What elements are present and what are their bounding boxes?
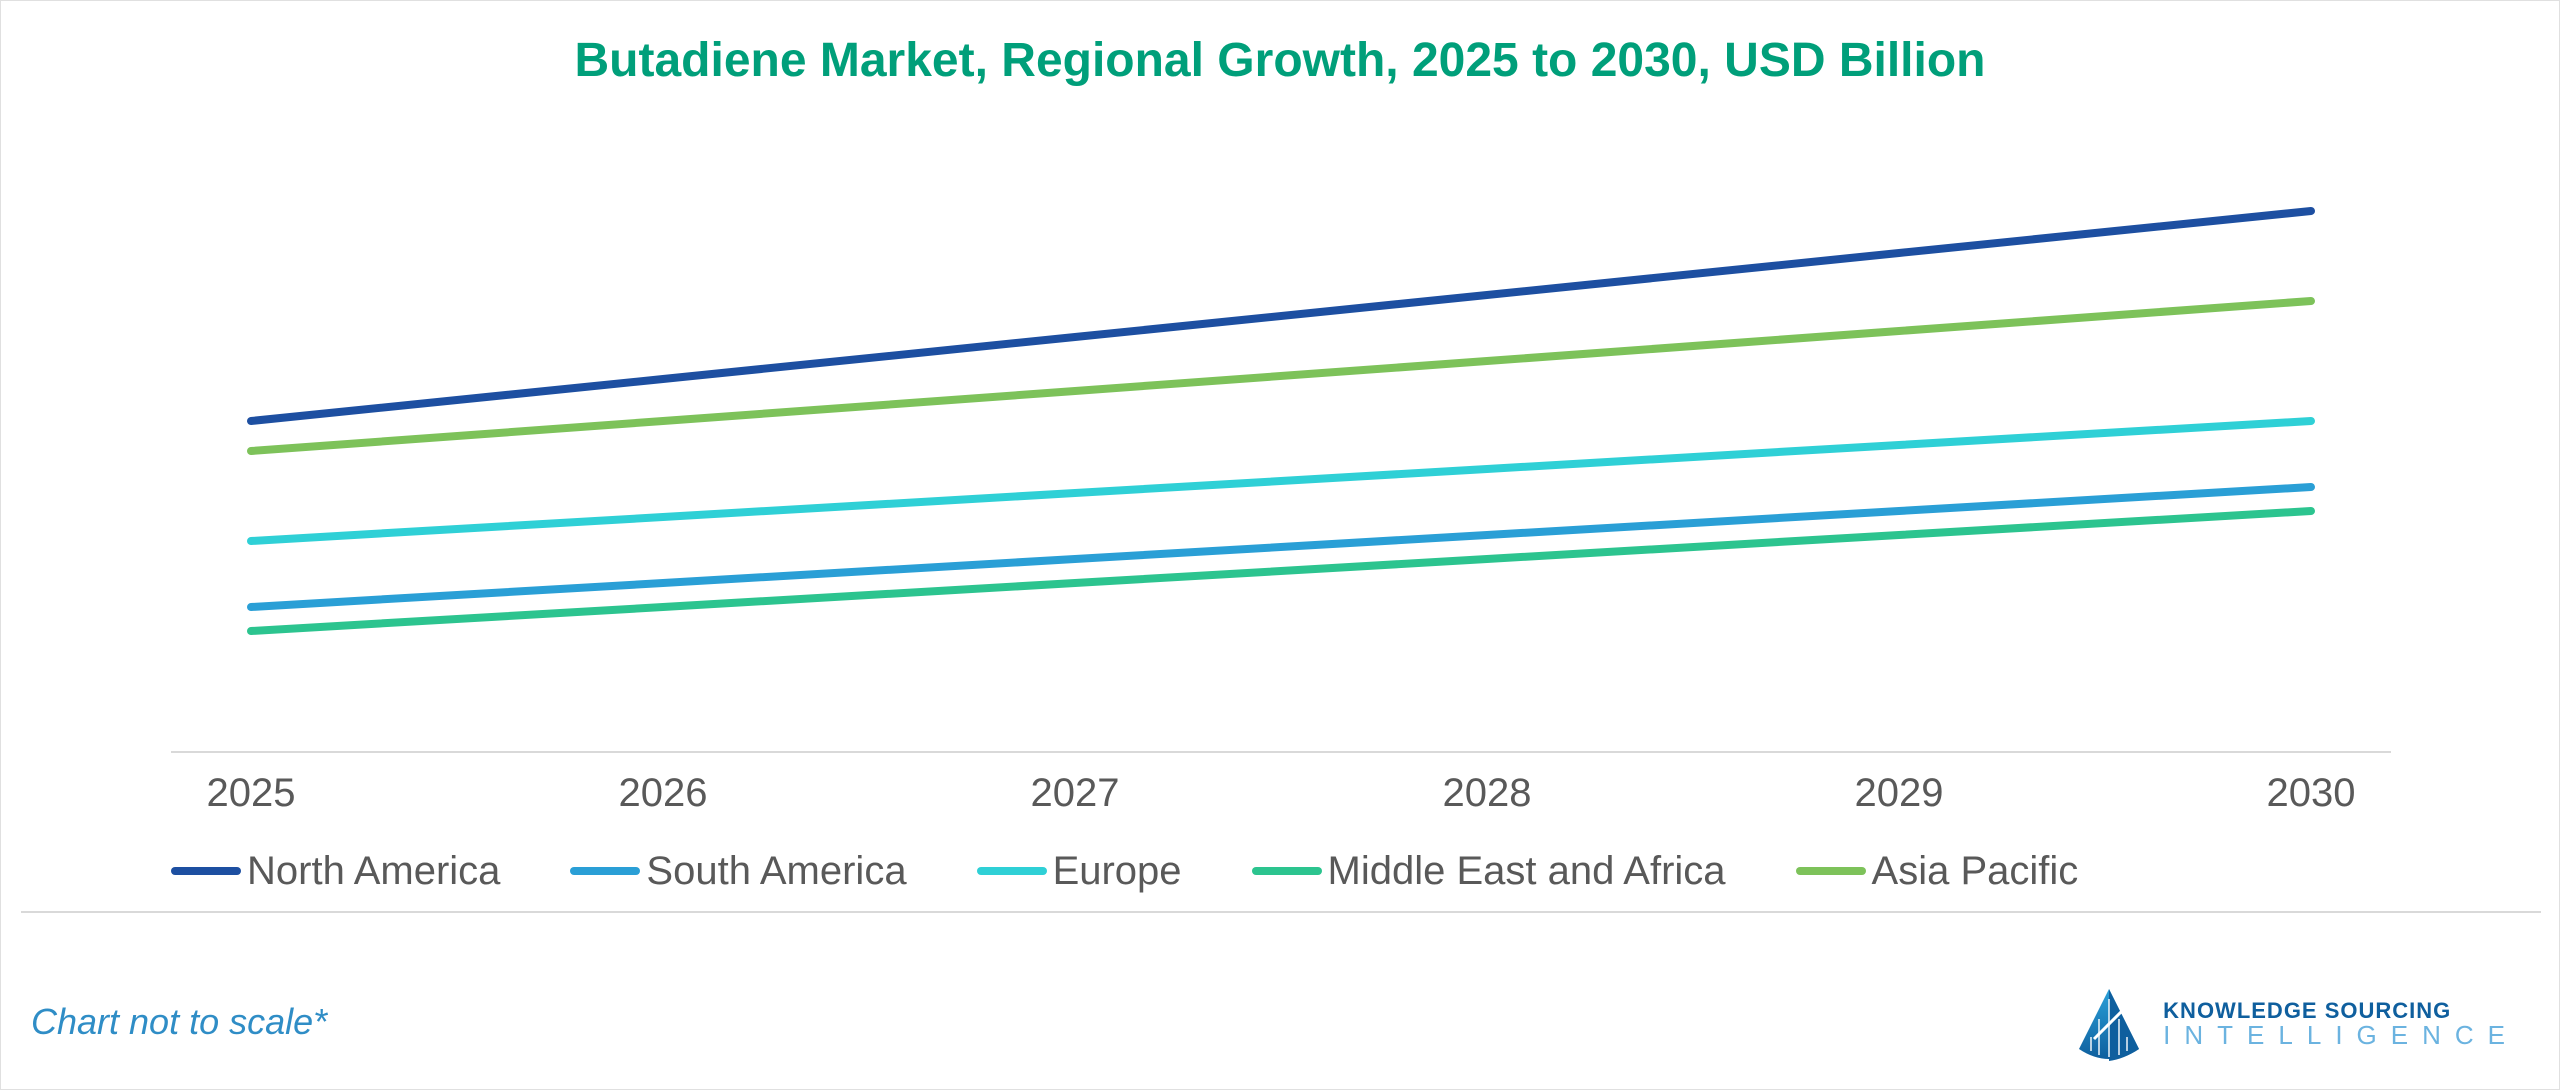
legend-swatch: [1796, 867, 1866, 875]
brand-line2: INTELLIGENCE: [2163, 1022, 2519, 1049]
x-tick-label: 2026: [619, 771, 708, 816]
legend-label: Middle East and Africa: [1328, 849, 1726, 894]
legend-label: Europe: [1053, 849, 1182, 894]
legend: North America South America Europe Middle E…: [171, 846, 2391, 896]
plot-area: [171, 151, 2391, 751]
line-chart-svg: [171, 151, 2391, 751]
series-line: [251, 211, 2311, 421]
legend-swatch: [171, 867, 241, 875]
legend-swatch: [977, 867, 1047, 875]
series-line: [251, 487, 2311, 607]
legend-label: North America: [247, 849, 500, 894]
chart-title: Butadiene Market, Regional Growth, 2025 …: [1, 33, 2559, 88]
legend-label: South America: [646, 849, 906, 894]
x-axis-baseline: [171, 751, 2391, 753]
brand-line1: KNOWLEDGE SOURCING: [2163, 999, 2519, 1022]
chart-frame: Butadiene Market, Regional Growth, 2025 …: [0, 0, 2560, 1090]
legend-label: Asia Pacific: [1872, 849, 2079, 894]
brand-icon: [2069, 979, 2149, 1069]
x-tick-label: 2027: [1031, 771, 1120, 816]
legend-divider: [21, 911, 2541, 913]
legend-item: Middle East and Africa: [1252, 849, 1726, 894]
series-line: [251, 301, 2311, 451]
x-tick-label: 2030: [2267, 771, 2356, 816]
legend-swatch: [570, 867, 640, 875]
legend-item: Europe: [977, 849, 1182, 894]
brand-text: KNOWLEDGE SOURCING INTELLIGENCE: [2163, 999, 2519, 1049]
series-line: [251, 421, 2311, 541]
x-tick-label: 2025: [207, 771, 296, 816]
footnote: Chart not to scale*: [31, 1001, 327, 1043]
x-axis-labels: 2025 2026 2027 2028 2029 2030: [171, 771, 2391, 831]
series-line: [251, 511, 2311, 631]
legend-item: South America: [570, 849, 906, 894]
brand-logo: KNOWLEDGE SOURCING INTELLIGENCE: [2069, 979, 2519, 1069]
legend-swatch: [1252, 867, 1322, 875]
x-tick-label: 2028: [1443, 771, 1532, 816]
legend-item: North America: [171, 849, 500, 894]
x-tick-label: 2029: [1855, 771, 1944, 816]
legend-item: Asia Pacific: [1796, 849, 2079, 894]
